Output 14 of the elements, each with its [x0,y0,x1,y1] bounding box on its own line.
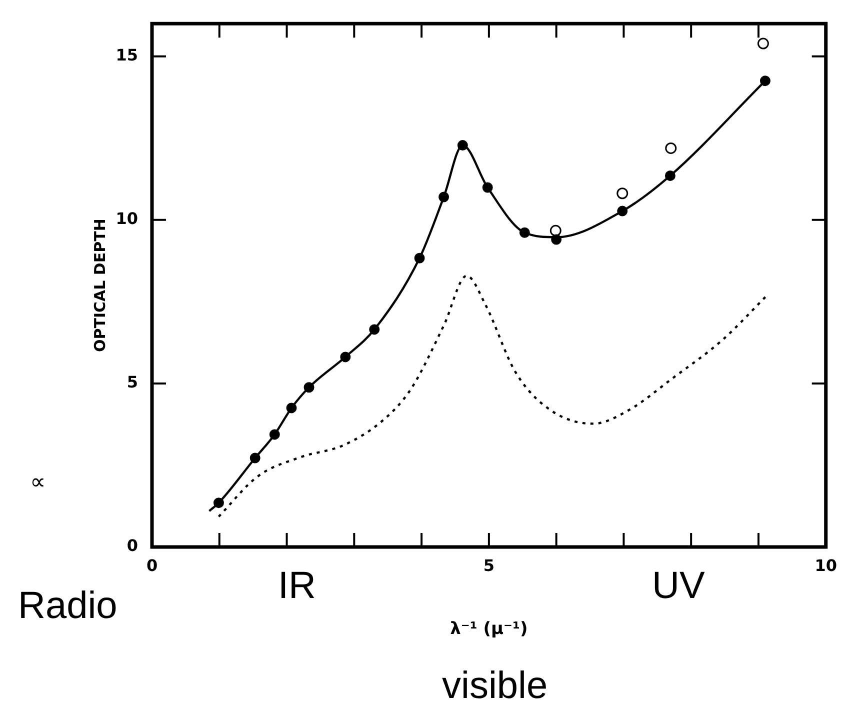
text: visible [442,665,548,708]
x-axis-title: λ⁻¹ (μ⁻¹) [450,619,528,640]
x-tick-label: 10 [814,556,837,575]
y-tick-label: 15 [116,45,138,64]
x-tick-label: 0 [146,556,158,575]
text: UV [652,565,705,608]
y-tick-label: 0 [126,536,138,556]
text: Radio [18,585,118,628]
y-tick-label: 5 [126,372,138,392]
text: ∝ [30,469,46,494]
x-tick-label: 5 [483,556,495,575]
y-tick-label: 10 [116,209,138,228]
y-axis-title: OPTICAL DEPTH [90,218,109,352]
text: IR [278,565,316,608]
